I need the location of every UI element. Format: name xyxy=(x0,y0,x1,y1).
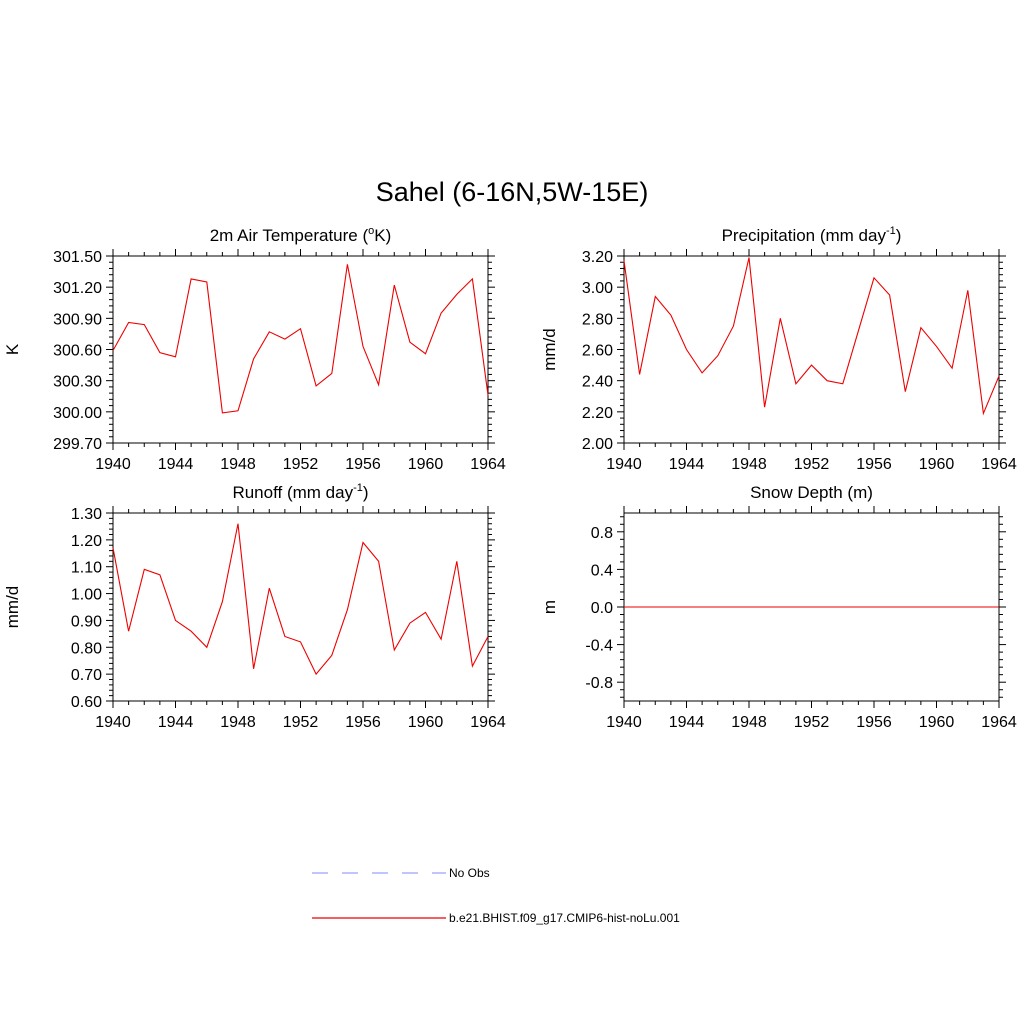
y-tick-label: -0.4 xyxy=(585,638,613,655)
x-tick-label: 1964 xyxy=(981,456,1017,473)
x-tick-label: 1940 xyxy=(95,714,131,731)
y-tick-label: 299.70 xyxy=(53,436,102,453)
x-tick-label: 1964 xyxy=(470,714,506,731)
x-tick-label: 1952 xyxy=(794,456,830,473)
y-tick-label: 0.60 xyxy=(71,694,102,711)
x-tick-label: 1948 xyxy=(731,714,767,731)
x-tick-label: 1956 xyxy=(856,714,892,731)
legend-item: b.e21.BHIST.f09_g17.CMIP6-hist-noLu.001 xyxy=(312,911,680,925)
legend-label: No Obs xyxy=(449,866,490,880)
x-tick-label: 1940 xyxy=(606,714,642,731)
legend: No Obs b.e21.BHIST.f09_g17.CMIP6-hist-noL… xyxy=(312,866,680,925)
panel-3: 1940 1944 1948 1952 1956 1960 1964 0.60 0.70 0.80… xyxy=(3,482,506,731)
y-tick-label: 0.0 xyxy=(591,600,613,617)
y-axis-label: m xyxy=(540,600,559,614)
x-tick-label: 1940 xyxy=(606,456,642,473)
y-tick-label: 300.30 xyxy=(53,374,102,391)
y-tick-label: -0.8 xyxy=(585,675,613,692)
x-tick-label: 1964 xyxy=(470,456,506,473)
y-tick-label: 0.70 xyxy=(71,667,102,684)
panel-2: 1940 1944 1948 1952 1956 1960 1964 2.00 2.20 2.40… xyxy=(540,225,1017,473)
panel-4: 1940 1944 1948 1952 1956 1960 1964 -0.8 -0.4 0.0 0… xyxy=(540,483,1017,731)
x-tick-label: 1944 xyxy=(158,456,194,473)
y-tick-label: 1.30 xyxy=(71,506,102,523)
series-line xyxy=(112,264,489,414)
y-tick-label: 0.90 xyxy=(71,613,102,630)
x-tick-label: 1960 xyxy=(408,714,444,731)
y-tick-label: 300.90 xyxy=(53,311,102,328)
x-tick-label: 1952 xyxy=(283,714,319,731)
y-axis-label: K xyxy=(3,343,22,355)
panel-title: Snow Depth (m) xyxy=(750,483,873,502)
x-tick-label: 1956 xyxy=(345,456,381,473)
legend-label: b.e21.BHIST.f09_g17.CMIP6-hist-noLu.001 xyxy=(449,911,680,925)
series-line xyxy=(112,523,489,676)
x-tick-label: 1948 xyxy=(220,456,256,473)
y-tick-label: 2.20 xyxy=(582,405,613,422)
plot-frame xyxy=(112,512,489,702)
panels: 1940 1944 1948 1952 1956 1960 1964 299.70 300.00… xyxy=(3,225,1017,731)
y-tick-label: 300.60 xyxy=(53,343,102,360)
y-tick-label: 3.20 xyxy=(582,249,613,266)
y-axis-label: mm/d xyxy=(540,328,559,371)
x-tick-label: 1960 xyxy=(919,714,955,731)
y-tick-label: 0.4 xyxy=(591,562,613,579)
x-tick-label: 1944 xyxy=(669,714,705,731)
x-tick-label: 1952 xyxy=(283,456,319,473)
panel-title: Runoff (mm day-1) xyxy=(232,482,368,502)
series-line xyxy=(623,257,1000,416)
y-tick-label: 301.20 xyxy=(53,280,102,297)
plot-frame xyxy=(112,255,489,444)
y-tick-label: 2.00 xyxy=(582,436,613,453)
main-title: Sahel (6-16N,5W-15E) xyxy=(376,177,649,207)
x-tick-label: 1948 xyxy=(220,714,256,731)
y-tick-label: 300.00 xyxy=(53,405,102,422)
panel-title: Precipitation (mm day-1) xyxy=(722,225,902,245)
y-tick-label: 0.8 xyxy=(591,525,613,542)
y-tick-label: 2.40 xyxy=(582,374,613,391)
x-tick-label: 1940 xyxy=(95,456,131,473)
x-tick-label: 1944 xyxy=(669,456,705,473)
y-axis-label: mm/d xyxy=(3,586,22,629)
y-tick-label: 2.80 xyxy=(582,311,613,328)
y-tick-label: 301.50 xyxy=(53,249,102,266)
y-tick-label: 1.00 xyxy=(71,587,102,604)
x-tick-label: 1956 xyxy=(345,714,381,731)
x-tick-label: 1952 xyxy=(794,714,830,731)
x-tick-label: 1956 xyxy=(856,456,892,473)
x-tick-label: 1964 xyxy=(981,714,1017,731)
panel-1: 1940 1944 1948 1952 1956 1960 1964 299.70 300.00… xyxy=(3,225,506,473)
y-tick-label: 1.10 xyxy=(71,560,102,577)
y-tick-label: 0.80 xyxy=(71,640,102,657)
panel-title: 2m Air Temperature (oK) xyxy=(210,225,392,245)
plot-frame xyxy=(623,255,1000,444)
y-tick-label: 1.20 xyxy=(71,533,102,550)
y-tick-label: 3.00 xyxy=(582,280,613,297)
y-tick-label: 2.60 xyxy=(582,343,613,360)
x-tick-label: 1960 xyxy=(408,456,444,473)
x-tick-label: 1944 xyxy=(158,714,194,731)
legend-item: No Obs xyxy=(312,866,490,880)
x-tick-label: 1948 xyxy=(731,456,767,473)
x-tick-label: 1960 xyxy=(919,456,955,473)
